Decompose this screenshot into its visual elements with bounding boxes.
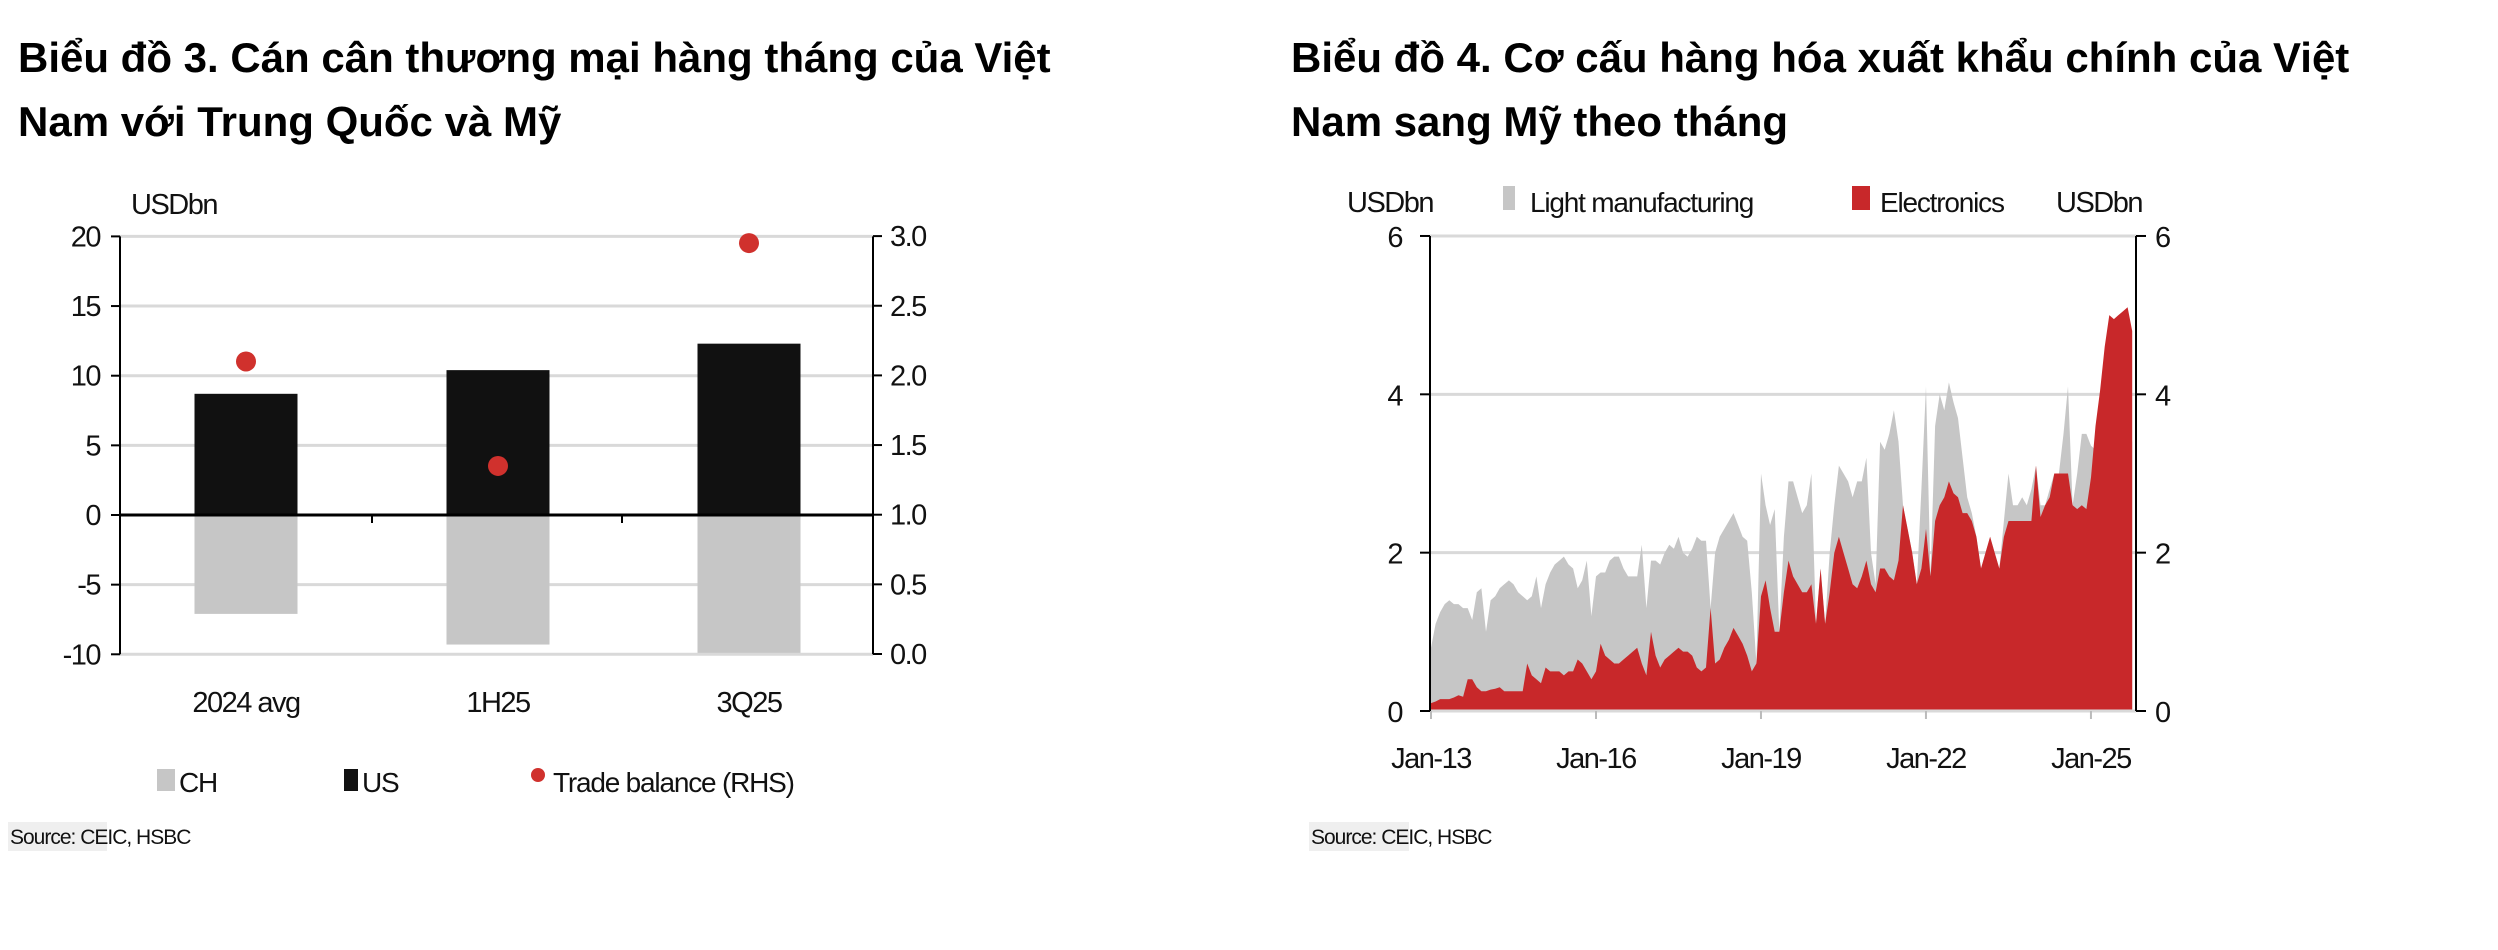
bar-ch (194, 515, 298, 614)
y2-tick-label: 3.0 (890, 221, 926, 253)
trade-balance-point (488, 455, 508, 476)
y2-tick-label: 0.0 (890, 639, 926, 671)
bar-us (194, 393, 298, 515)
source-background (8, 822, 107, 851)
legend-label-trade-balance: Trade balance (RHS) (553, 767, 794, 798)
y-tick-label: 5 (85, 430, 100, 462)
y2-tick-label: 1.5 (890, 430, 926, 462)
x-tick-label: Jan-16 (1556, 743, 1636, 775)
y-tick-label: 4 (1387, 380, 1403, 412)
y2-tick-label: 1.0 (890, 500, 926, 532)
source-note: Source: CEIC, HSBC (10, 826, 191, 849)
legend-label-light-manufacturing: Light manufacturing (1530, 187, 1753, 218)
legend-label-us: US (362, 767, 399, 798)
y-axis-unit: USDbn (131, 189, 217, 221)
x-tick-label: 2024 avg (192, 687, 300, 719)
y-tick-label: 0 (1387, 697, 1402, 729)
legend-label-electronics: Electronics (1880, 187, 2004, 218)
source-note: Source: CEIC, HSBC (1311, 826, 1492, 849)
y2-axis-unit: USDbn (2056, 187, 2142, 219)
x-tick-label: Jan-22 (1886, 743, 1966, 775)
electronics-area (1431, 307, 2133, 711)
y-tick-label: 20 (71, 221, 101, 253)
x-tick-label: 3Q25 (717, 687, 782, 719)
bar-ch (697, 515, 801, 653)
source-background (1309, 822, 1409, 851)
y2-tick-label: 4 (2155, 380, 2171, 412)
y2-tick-label: 6 (2155, 222, 2170, 254)
y2-tick-label: 0.5 (890, 569, 926, 601)
chart3-title-line2: Nam với Trung Quốc và Mỹ (18, 98, 562, 145)
trade-balance-point (739, 233, 759, 254)
y2-tick-label: 2.5 (890, 291, 926, 323)
y-tick-label: -5 (77, 570, 100, 602)
chart4-title-line2: Nam sang Mỹ theo tháng (1291, 98, 1789, 145)
chart3-title-line1: Biểu đồ 3. Cán cân thương mại hàng tháng… (18, 34, 1051, 81)
y-axis-unit: USDbn (1347, 187, 1433, 219)
chart4-title-line1: Biểu đồ 4. Cơ cấu hàng hóa xuất khẩu chí… (1291, 34, 2350, 81)
y2-tick-label: 0 (2155, 697, 2170, 729)
chart4-title: Biểu đồ 4. Cơ cấu hàng hóa xuất khẩu chí… (1291, 26, 2491, 154)
bar-us (697, 343, 801, 515)
legend-swatch-electronics (1852, 186, 1870, 210)
y2-tick-label: 2 (2155, 539, 2170, 571)
legend-swatch-us (344, 769, 358, 791)
legend-swatch-ch (157, 769, 175, 791)
y2-tick-label: 2.0 (890, 360, 926, 392)
x-tick-label: Jan-13 (1391, 743, 1471, 775)
y-tick-label: 2 (1387, 539, 1402, 571)
y-tick-label: 0 (85, 500, 100, 532)
chart3-title: Biểu đồ 3. Cán cân thương mại hàng tháng… (18, 26, 1218, 154)
legend-swatch-light-manufacturing (1503, 186, 1515, 210)
x-tick-label: Jan-19 (1721, 743, 1801, 775)
y-tick-label: 15 (71, 291, 101, 323)
y-tick-label: -10 (63, 639, 101, 671)
bar-us (446, 370, 550, 515)
x-tick-label: Jan-25 (2051, 743, 2131, 775)
legend-label-ch: CH (179, 767, 217, 798)
legend-marker-trade-balance (531, 768, 545, 782)
y-tick-label: 10 (71, 361, 101, 393)
trade-balance-point (236, 351, 256, 372)
x-tick-label: 1H25 (466, 687, 530, 719)
bar-ch (446, 515, 550, 645)
y-tick-label: 6 (1387, 222, 1402, 254)
